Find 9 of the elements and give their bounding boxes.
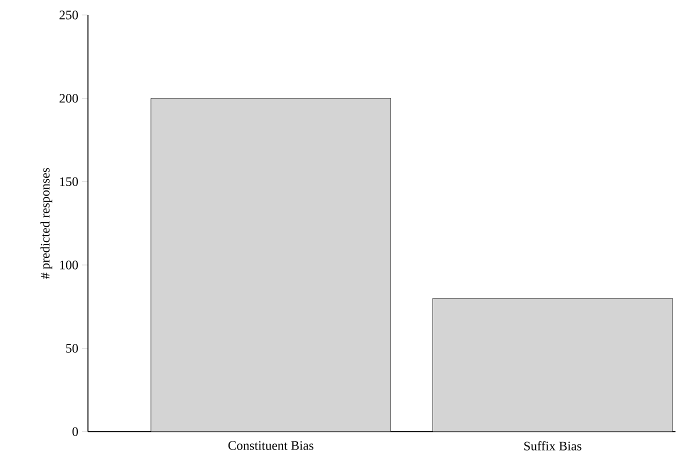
y-tick-label: 150 [60,177,78,186]
y-tick-label: 200 [60,94,78,103]
y-tick-label: 100 [60,260,78,270]
x-tick-label: Constituent Bias [228,441,314,450]
y-tick-label: 0 [72,427,78,436]
y-tick-label: 50 [66,344,78,353]
y-tick-label: 250 [60,10,78,20]
y-axis-title: # predicted responses [40,168,52,279]
x-tick-label: Suffix Bias [524,441,582,451]
